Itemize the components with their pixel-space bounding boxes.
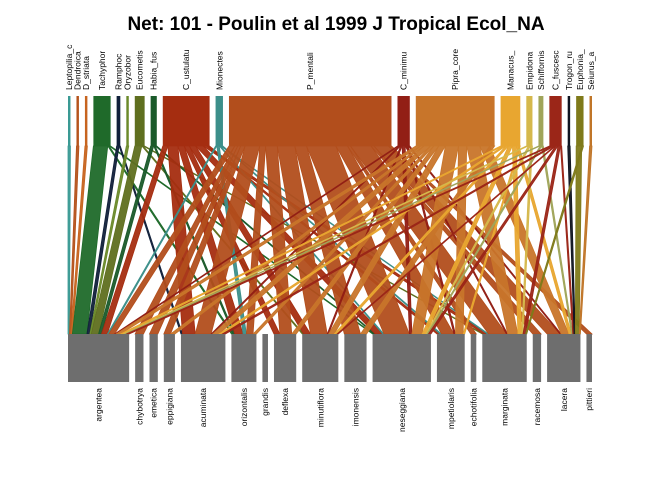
higher-node-1 xyxy=(76,96,79,146)
lower-node-label-9: imonensis xyxy=(350,388,360,426)
lower-node-9 xyxy=(344,334,367,382)
higher-node-label-17: Trogon_ru xyxy=(564,51,574,90)
lower-node-label-12: echotifolia xyxy=(469,388,479,427)
lower-node-label-4: acuminata xyxy=(198,388,208,427)
lower-node-label-3: eppigiana xyxy=(164,388,174,425)
higher-node-label-16: C_fuscesc xyxy=(551,50,561,90)
higher-node-6 xyxy=(134,96,145,146)
higher-node-9 xyxy=(215,96,223,146)
lower-node-2 xyxy=(149,334,158,382)
lower-node-0 xyxy=(68,334,130,382)
lower-node-label-14: racemosa xyxy=(532,388,542,426)
higher-node-label-12: Pipra_core xyxy=(450,49,460,90)
higher-node-label-1: Dendroica xyxy=(73,51,83,90)
lower-node-14 xyxy=(532,334,542,382)
lower-node-4 xyxy=(180,334,226,382)
higher-node-label-7: Habia_fus xyxy=(149,52,159,90)
higher-node-label-11: C_minimu xyxy=(399,51,409,90)
lower-node-label-10: neseggiana xyxy=(397,388,407,432)
lower-node-label-1: chybotrya xyxy=(134,388,144,425)
higher-node-17 xyxy=(567,96,571,146)
higher-node-label-10: P_mentali xyxy=(305,52,315,90)
higher-node-10 xyxy=(228,96,392,146)
higher-node-7 xyxy=(150,96,157,146)
lower-node-8 xyxy=(302,334,339,382)
higher-node-label-13: Manacus_ xyxy=(505,51,515,90)
lower-node-label-11: mpetiolaris xyxy=(446,388,456,429)
higher-node-label-4: Ramphoc xyxy=(113,53,123,90)
higher-node-label-19: Seiurus_a xyxy=(586,51,596,90)
lower-node-6 xyxy=(262,334,268,382)
lower-node-label-15: lacera xyxy=(559,388,569,411)
lower-node-label-2: emetica xyxy=(149,388,159,418)
chart-title: Net: 101 - Poulin et al 1999 J Tropical … xyxy=(127,14,544,35)
higher-node-label-15: Schiffornis xyxy=(536,50,546,90)
higher-node-19 xyxy=(589,96,592,146)
lower-node-3 xyxy=(163,334,175,382)
lower-node-1 xyxy=(135,334,144,382)
higher-node-label-5: Oryzobor xyxy=(123,55,133,90)
lower-node-15 xyxy=(547,334,581,382)
higher-node-label-8: C_ustulatu xyxy=(181,49,191,90)
higher-node-label-3: Tachyphor xyxy=(97,51,107,90)
lower-node-label-16: pittieri xyxy=(584,388,594,411)
lower-node-5 xyxy=(231,334,257,382)
higher-node-2 xyxy=(84,96,88,146)
lower-node-10 xyxy=(372,334,431,382)
higher-node-label-9: Mionectes xyxy=(214,51,224,90)
higher-node-8 xyxy=(162,96,210,146)
higher-node-5 xyxy=(126,96,129,146)
higher-node-18 xyxy=(576,96,584,146)
lower-node-label-6: grandis xyxy=(260,388,270,416)
higher-node-label-6: Eucometis xyxy=(135,50,145,90)
higher-node-label-0: Leptopilia_c xyxy=(64,44,74,90)
lower-level-nodes: argentea chybotrya emetica eppigiana acumina… xyxy=(68,334,594,432)
lower-node-16 xyxy=(586,334,592,382)
lower-node-label-0: argentea xyxy=(94,388,104,422)
lower-node-label-13: marginata xyxy=(500,388,510,426)
higher-node-11 xyxy=(397,96,410,146)
higher-node-15 xyxy=(538,96,544,146)
higher-node-label-14: Empidona xyxy=(524,51,534,90)
higher-node-0 xyxy=(68,96,71,146)
higher-node-12 xyxy=(415,96,495,146)
higher-node-3 xyxy=(93,96,111,146)
interaction-links xyxy=(67,145,594,335)
lower-node-13 xyxy=(482,334,527,382)
higher-node-4 xyxy=(116,96,121,146)
higher-node-label-2: D_striata xyxy=(81,56,91,90)
higher-node-16 xyxy=(549,96,562,146)
lower-node-12 xyxy=(470,334,477,382)
link-0 xyxy=(67,145,71,335)
lower-node-11 xyxy=(436,334,465,382)
higher-node-14 xyxy=(526,96,533,146)
lower-node-label-5: orizontalis xyxy=(239,388,249,426)
lower-node-label-8: minutiflora xyxy=(315,388,325,427)
higher-node-13 xyxy=(500,96,521,146)
lower-node-7 xyxy=(273,334,297,382)
lower-node-label-7: deflexa xyxy=(280,388,290,416)
higher-node-label-18: Euphonia_ xyxy=(575,49,585,90)
